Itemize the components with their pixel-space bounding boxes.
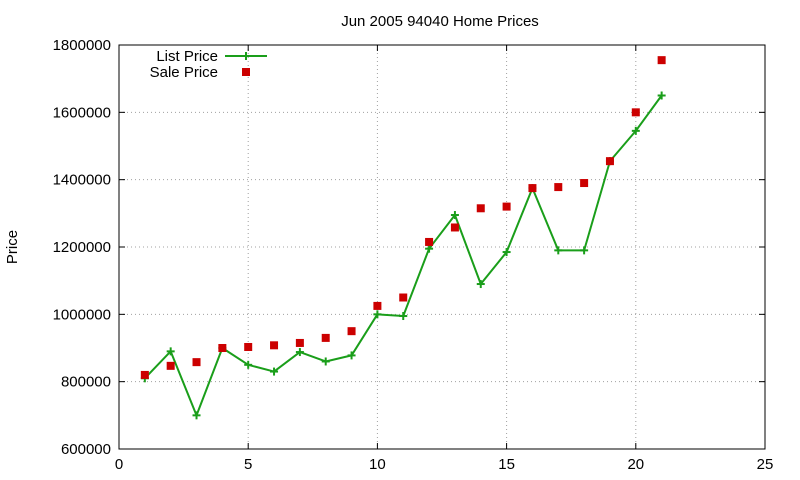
list-price-point [270,367,279,376]
list-price-point [373,310,382,319]
sale-price-point [218,344,227,352]
x-tick-label: 0 [115,456,123,473]
sale-price-point [631,108,640,117]
list-price-point [502,248,511,257]
list-price-point [657,91,666,100]
sale-price-point [399,293,408,302]
sale-price-point [605,157,614,166]
sale-price-point [425,237,434,246]
list-price-point [347,351,356,360]
list-price-point [244,360,253,369]
list-price-point [554,246,563,255]
list-price-point [295,348,304,357]
y-tick-label: 1800000 [53,37,111,54]
legend-label-sale-price: Sale Price [150,64,218,81]
sale-price-point [450,223,459,232]
sale-price-point [476,204,485,213]
y-tick-label: 1600000 [53,104,111,121]
y-tick-label: 800000 [61,374,111,391]
y-tick-label: 1200000 [53,239,111,256]
x-tick-label: 5 [244,456,252,473]
list-price-point [192,411,201,420]
sale-price-point [528,184,537,193]
list-price-point [425,244,434,253]
sale-price-point [373,301,382,310]
list-price-point [450,211,459,220]
list-price-line [144,94,663,417]
list-price-point [399,312,408,321]
sale-price-point [321,333,330,342]
legend-swatch-marker [242,68,250,76]
y-tick-label: 1000000 [53,306,111,323]
series-sale-price [140,56,666,379]
y-axis-label: Price [4,230,21,264]
legend-swatch-marker [242,52,250,60]
sale-price-point [244,342,253,351]
x-tick-label: 15 [498,456,515,473]
x-tick-label: 20 [627,456,644,473]
y-tick-label: 600000 [61,441,111,458]
sale-price-point [554,183,563,192]
list-price-point [580,246,589,255]
list-price-point [476,280,485,289]
sale-price-point [270,341,279,350]
series-layer [140,56,666,420]
sale-price-point [657,56,666,65]
series-list-price [140,91,666,420]
sale-price-point [502,202,511,211]
y-tick-label: 1400000 [53,172,111,189]
sale-price-point [140,370,149,379]
sale-price-point [166,361,175,370]
list-price-point [166,347,175,356]
x-tick-label: 25 [757,456,774,473]
legend-label-list-price: List Price [156,48,218,65]
tick-layer: 0 5 10 15 20 25 600000 800000 1000000 1200000 1400… [53,37,774,473]
sale-price-point [347,327,356,336]
list-price-point [321,357,330,366]
x-tick-label: 10 [369,456,386,473]
sale-price-point [295,338,304,347]
grid-layer [119,45,765,449]
sale-price-point [580,179,589,188]
chart-title: Jun 2005 94040 Home Prices [341,13,539,30]
list-price-point [631,126,640,135]
sale-price-point [192,358,201,367]
